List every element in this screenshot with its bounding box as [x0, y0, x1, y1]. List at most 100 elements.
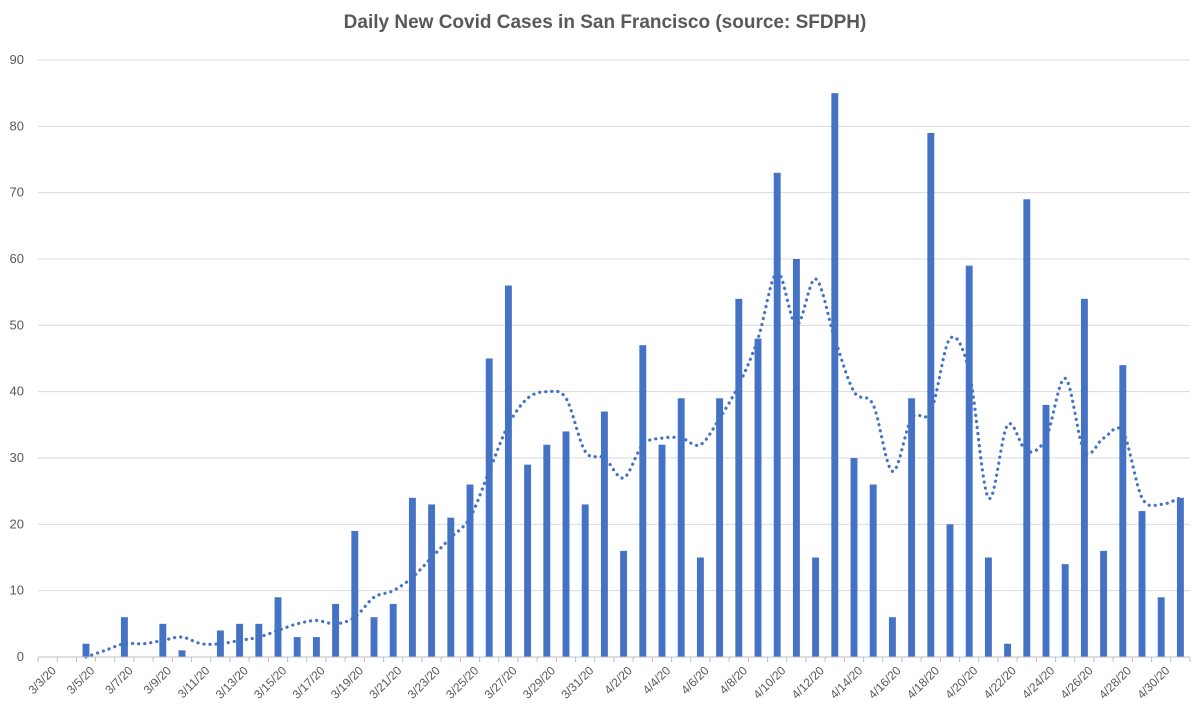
chart-title: Daily New Covid Cases in San Francisco (… — [343, 12, 867, 33]
x-tick-label: 3/7/20 — [102, 663, 136, 697]
x-tick-label: 4/12/20 — [789, 663, 827, 701]
bar-4/11/20 — [792, 259, 800, 657]
y-tick-label: 30 — [10, 450, 24, 465]
x-tick-label: 3/15/20 — [251, 663, 289, 701]
bar-4/28/20 — [1119, 365, 1127, 657]
bar-4/10/20 — [773, 172, 781, 657]
gridlines — [38, 59, 1190, 592]
bar-3/28/20 — [524, 464, 532, 657]
x-tick-label: 3/13/20 — [213, 663, 251, 701]
x-tick-label: 4/24/20 — [1019, 663, 1057, 701]
y-tick-label: 40 — [10, 384, 24, 399]
x-tick-label: 4/18/20 — [904, 663, 942, 701]
bar-4/6/20 — [696, 557, 704, 657]
x-tick-label: 3/21/20 — [366, 663, 404, 701]
x-axis — [37, 656, 1191, 662]
y-tick-label: 20 — [10, 516, 24, 531]
x-tick-label: 4/14/20 — [827, 663, 865, 701]
bar-4/24/20 — [1042, 404, 1050, 657]
bar-4/16/20 — [888, 617, 896, 657]
bar-3/21/20 — [389, 603, 397, 657]
bar-3/29/20 — [543, 444, 551, 657]
x-tick-label: 4/4/20 — [640, 663, 674, 697]
bar-4/12/20 — [812, 557, 820, 657]
x-tick-label: 3/5/20 — [64, 663, 98, 697]
bar-4/13/20 — [831, 93, 839, 657]
x-tick-label: 3/3/20 — [25, 663, 59, 697]
x-tick-label: 3/19/20 — [328, 663, 366, 701]
x-tick-label: 3/9/20 — [141, 663, 175, 697]
bar-3/31/20 — [581, 504, 589, 657]
bar-4/23/20 — [1023, 199, 1031, 658]
x-tick-label: 3/25/20 — [443, 663, 481, 701]
bar-4/4/20 — [658, 444, 666, 657]
bar-4/7/20 — [716, 398, 724, 657]
x-tick-label: 4/16/20 — [866, 663, 904, 701]
bar-4/20/20 — [965, 265, 973, 657]
bar-4/5/20 — [677, 398, 685, 657]
x-axis-tick-labels: 3/3/20 3/5/20 3/7/20 3/9/20 3/11/20 3/13/20 3/… — [25, 663, 1172, 701]
bar-4/25/20 — [1061, 564, 1069, 657]
y-tick-label: 70 — [10, 185, 24, 200]
x-tick-label: 4/22/20 — [981, 663, 1019, 701]
y-tick-label: 10 — [10, 583, 24, 598]
bar-4/30/20 — [1157, 597, 1165, 657]
bar-4/17/20 — [908, 398, 916, 657]
bar-3/5/20 — [82, 643, 90, 657]
bar-4/21/20 — [984, 557, 992, 657]
x-tick-label: 4/10/20 — [750, 663, 788, 701]
x-tick-label: 3/27/20 — [482, 663, 520, 701]
bar-3/10/20 — [178, 650, 186, 657]
bar-4/2/20 — [620, 550, 628, 657]
bar-3/19/20 — [351, 530, 359, 657]
trend-line-series — [84, 270, 1182, 659]
bar-4/26/20 — [1080, 298, 1088, 657]
x-tick-label: 3/11/20 — [175, 663, 213, 701]
bar-4/22/20 — [1004, 643, 1012, 657]
bar-3/15/20 — [274, 597, 282, 657]
bar-3/14/20 — [255, 623, 263, 657]
bar-3/16/20 — [293, 637, 301, 657]
x-tick-label: 3/17/20 — [290, 663, 328, 701]
bar-4/14/20 — [850, 458, 858, 657]
bar-3/30/20 — [562, 431, 570, 657]
bar-3/24/20 — [447, 517, 455, 657]
bar-3/18/20 — [332, 603, 340, 657]
x-tick-label: 4/26/20 — [1058, 663, 1096, 701]
y-tick-label: 90 — [10, 52, 24, 67]
x-tick-label: 4/28/20 — [1096, 663, 1134, 701]
bar-4/27/20 — [1100, 550, 1108, 657]
x-tick-label: 4/6/20 — [678, 663, 712, 697]
bar-4/29/20 — [1138, 511, 1146, 657]
bar-series — [82, 93, 1184, 658]
x-tick-label: 3/31/20 — [558, 663, 596, 701]
y-tick-label: 50 — [10, 317, 24, 332]
bar-3/12/20 — [216, 630, 224, 657]
y-tick-label: 80 — [10, 118, 24, 133]
trend-line — [84, 270, 1182, 659]
y-axis-tick-labels: 0 10 20 30 40 50 60 70 80 90 — [10, 52, 24, 664]
bar-4/19/20 — [946, 524, 954, 657]
bar-3/27/20 — [504, 285, 512, 657]
bar-4/8/20 — [735, 298, 743, 657]
bar-5/1/20 — [1176, 497, 1184, 657]
y-tick-label: 60 — [10, 251, 24, 266]
x-tick-label: 4/20/20 — [942, 663, 980, 701]
bar-3/25/20 — [466, 484, 474, 657]
bar-3/26/20 — [485, 358, 493, 657]
x-tick-label: 4/8/20 — [717, 663, 751, 697]
bar-3/17/20 — [312, 637, 320, 657]
x-tick-label: 3/29/20 — [520, 663, 558, 701]
bar-3/7/20 — [120, 617, 128, 657]
bar-4/15/20 — [869, 484, 877, 657]
x-tick-label: 4/2/20 — [601, 663, 635, 697]
bar-4/3/20 — [639, 345, 647, 657]
bar-3/23/20 — [428, 504, 436, 657]
y-tick-label: 0 — [17, 649, 24, 664]
x-tick-label: 3/23/20 — [405, 663, 443, 701]
bar-4/1/20 — [600, 411, 608, 657]
bar-4/9/20 — [754, 338, 762, 657]
bar-4/18/20 — [927, 132, 935, 657]
bar-3/20/20 — [370, 617, 378, 657]
